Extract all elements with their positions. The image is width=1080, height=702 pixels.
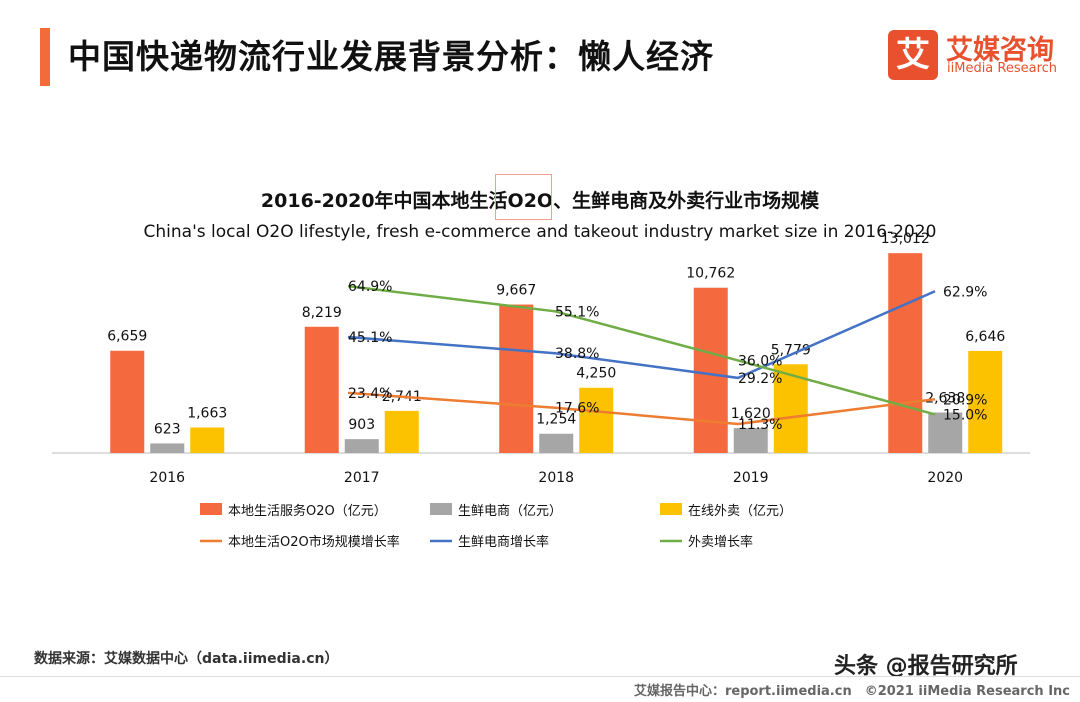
bar-fresh-2018 [539, 433, 574, 453]
line-label-fresh-2017: 45.1% [348, 330, 392, 346]
bar-o2o-2020 [888, 253, 923, 453]
line-label-takeout-2018: 55.1% [555, 304, 599, 320]
legend-label-3: 本地生活O2O市场规模增长率 [228, 534, 400, 550]
line-label-takeout-2020: 15.0% [943, 407, 987, 423]
page-title: 中国快递物流行业发展背景分析：懒人经济 [68, 37, 714, 76]
bar-label-o2o-2017: 8,219 [302, 305, 342, 321]
legend-swatch-2 [660, 503, 682, 515]
line-label-o2o-2019: 11.3% [738, 417, 782, 433]
legend-label-4: 生鲜电商增长率 [458, 534, 549, 550]
bar-label-o2o-2020: 13,012 [881, 231, 930, 247]
legend-label-1: 生鲜电商（亿元） [458, 504, 562, 519]
bar-label-fresh-2020: 2,638 [925, 390, 965, 406]
line-o2o-growth [347, 391, 936, 426]
line-label-o2o-2020: 20.9% [943, 392, 987, 408]
bar-label-takeout-2019: 5,779 [771, 342, 811, 358]
bar-takeout-2016 [190, 427, 225, 453]
legend-label-5: 外卖增长率 [688, 534, 753, 550]
line-label-fresh-2020: 62.9% [943, 284, 987, 300]
x-tick-2018: 2018 [538, 470, 574, 486]
line-label-takeout-2019: 36.0% [738, 353, 782, 369]
line-label-o2o-2017: 23.4% [348, 386, 392, 402]
logo-english-name: iiMedia Research [947, 61, 1058, 76]
data-source: 数据来源：艾媒数据中心（data.iimedia.cn） [34, 651, 339, 667]
bar-label-fresh-2017: 903 [348, 417, 375, 433]
bar-takeout-2018 [579, 387, 614, 453]
bar-label-fresh-2016: 623 [154, 421, 181, 437]
legend-label-2: 在线外卖（亿元） [688, 504, 792, 519]
o2o-highlight-box [495, 174, 552, 220]
bar-o2o-2017 [304, 326, 339, 453]
bar-fresh-2019 [733, 428, 768, 453]
bar-o2o-2016 [110, 350, 145, 453]
title-accent-bar [40, 28, 50, 86]
x-tick-2016: 2016 [149, 470, 185, 486]
bar-label-fresh-2018: 1,254 [536, 412, 576, 428]
bar-label-takeout-2018: 4,250 [576, 366, 616, 382]
chart-title: 2016-2020年中国本地生活O2O、生鲜电商及外卖行业市场规模 [260, 190, 820, 212]
bar-fresh-2020 [928, 412, 963, 453]
line-label-fresh-2019: 29.2% [738, 371, 782, 387]
bar-label-takeout-2016: 1,663 [187, 405, 227, 421]
legend-label-0: 本地生活服务O2O（亿元） [228, 503, 387, 519]
watermark: 头条 @报告研究所 [834, 654, 1018, 679]
x-tick-2020: 2020 [927, 470, 963, 486]
bar-label-o2o-2018: 9,667 [496, 283, 536, 299]
bar-takeout-2020 [968, 350, 1003, 453]
chart-subtitle: China's local O2O lifestyle, fresh e-com… [143, 222, 937, 242]
footer-divider [0, 676, 1080, 677]
legend-swatch-0 [200, 503, 222, 515]
bar-takeout-2017 [384, 410, 419, 453]
logo-mark: 艾 [888, 30, 938, 80]
line-takeout-growth [347, 284, 936, 416]
bar-o2o-2019 [693, 287, 728, 453]
footer-text: 艾媒报告中心：report.iimedia.cn ©2021 iiMedia R… [633, 684, 1070, 699]
line-fresh-growth [347, 290, 936, 380]
legend-swatch-1 [430, 503, 452, 515]
bar-o2o-2018 [499, 304, 534, 453]
bar-fresh-2017 [344, 439, 379, 453]
bar-label-fresh-2019: 1,620 [731, 406, 771, 422]
line-label-o2o-2018: 17.6% [555, 401, 599, 417]
x-tick-2017: 2017 [344, 470, 380, 486]
line-label-takeout-2017: 64.9% [348, 279, 392, 295]
bar-label-takeout-2020: 6,646 [965, 329, 1005, 345]
x-tick-2019: 2019 [733, 470, 769, 486]
line-label-fresh-2018: 38.8% [555, 346, 599, 362]
logo-chinese-name: 艾媒咨询 [946, 35, 1054, 66]
iimedia-logo: 艾 艾媒咨询 iiMedia Research [888, 28, 1078, 84]
bar-label-o2o-2019: 10,762 [686, 266, 735, 282]
bar-label-o2o-2016: 6,659 [107, 329, 147, 345]
bar-fresh-2016 [150, 443, 185, 453]
